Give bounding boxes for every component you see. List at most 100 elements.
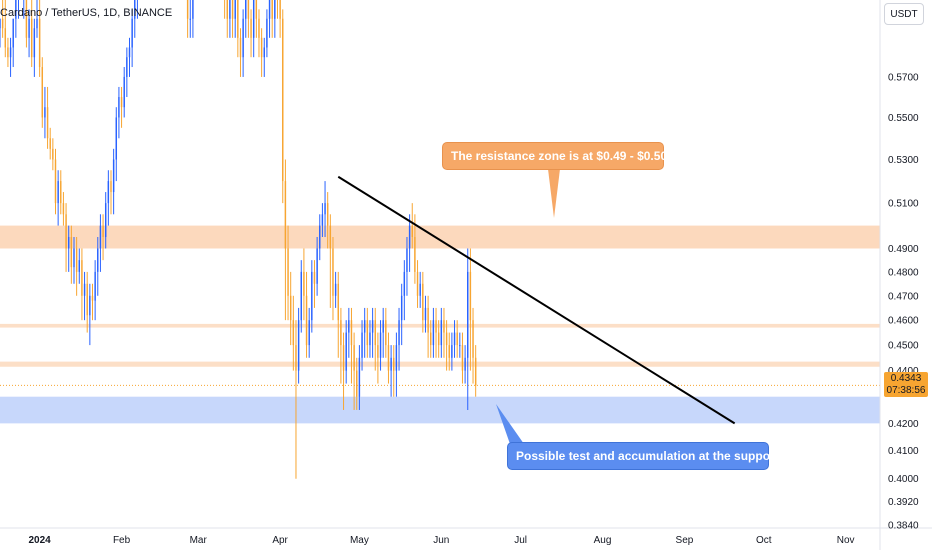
candle-body [422,283,424,321]
time-axis-label: Feb [113,535,131,546]
candle-body [268,0,271,19]
descending-trendline [337,175,736,425]
time-axis-label: Aug [594,535,612,546]
candle-body [242,18,244,58]
price-tick-label: 0.4900 [888,244,919,255]
candle-body [366,320,369,346]
candle-body [403,271,406,296]
candle-body [467,271,469,358]
candle-body [252,0,255,38]
candle-body [28,18,30,38]
candle-body [78,260,81,272]
candle-body [379,332,382,358]
candle-body [303,271,305,296]
candle-body [83,283,86,296]
price-tick-label: 0.4800 [888,267,919,278]
time-axis-label: May [350,535,369,546]
candle-body [54,159,57,204]
candle-body [15,0,17,19]
candle-body [292,320,295,346]
price-tick-label: 0.3840 [888,521,919,532]
price-tick-label: 0.4000 [888,474,919,485]
symbol-title: Cardano / TetherUS, 1D, BINANCE [0,7,173,19]
candle-body [9,47,12,58]
candle-body [81,260,83,296]
candle-body [107,181,110,204]
price-tick-label: 0.4100 [888,446,919,457]
candle-body [229,0,231,19]
zone-support [0,396,880,424]
candle-body [319,225,321,249]
candle-body [52,148,54,160]
time-axis-label: Jul [514,535,527,546]
candle-body [33,28,36,58]
candle-body [75,248,78,272]
candle-body [97,248,99,272]
candle-body [424,307,427,321]
candle-body [459,345,461,347]
candle-body [427,307,429,333]
zone-resistance [0,225,880,249]
candle-body [374,320,376,346]
candle-body [65,214,67,249]
candle-body [91,295,94,301]
candle-body [390,357,392,371]
candle-body [300,271,302,321]
candle-body [99,225,102,249]
candle-body [226,0,228,19]
candle-body [263,47,265,58]
resistance-callout-pointer [548,169,560,218]
candle-body [432,320,435,346]
candle-body [282,18,284,182]
candle-body [400,295,403,321]
candle-body [464,357,466,371]
candle-body [461,345,464,371]
zones-layer [0,225,880,424]
candle-body [440,320,443,346]
candle-body [102,225,104,237]
candle-body [57,181,59,204]
candle-body [266,18,268,48]
support-callout[interactable]: Possible test and accumulation at the su… [507,442,779,470]
candle-body [239,37,242,58]
candle-body [289,295,292,321]
currency-selector-button[interactable]: USDT [884,3,924,25]
resistance-callout[interactable]: The resistance zone is at $0.49 - $0.50 [442,142,667,170]
candle-body [337,283,339,321]
candle-body [385,320,387,346]
candle-body [255,0,258,19]
candle-body [73,248,75,268]
candle-body [387,345,390,371]
candle-body [118,97,120,118]
candle-body [451,345,453,358]
price-tick-label: 0.5300 [888,155,919,166]
candle-body [332,248,334,296]
candle-body [295,345,297,371]
callout-pointers-layer [496,169,560,444]
candle-body [104,203,107,237]
candle-body [398,320,400,346]
candle-body [353,345,355,371]
candle-body [393,357,395,371]
price-tick-label: 0.4500 [888,341,919,352]
zone-minor-level-1 [0,323,880,328]
candle-body [110,181,112,193]
candle-body [36,18,38,29]
trendline-layer [337,175,736,425]
candle-body [313,271,316,284]
candle-body [120,97,123,108]
candle-body [25,0,28,38]
candle-body [1,18,4,29]
candle-body [329,225,332,249]
candle-body [316,248,318,284]
candle-body [443,320,445,333]
candle-body [311,271,313,321]
candle-body [430,332,432,346]
time-axis-label: Sep [676,535,694,546]
price-tick-label: 0.5500 [888,113,919,124]
candle-body [456,332,458,346]
price-tick-label: 0.3920 [888,497,919,508]
price-tick-label: 0.5700 [888,72,919,83]
